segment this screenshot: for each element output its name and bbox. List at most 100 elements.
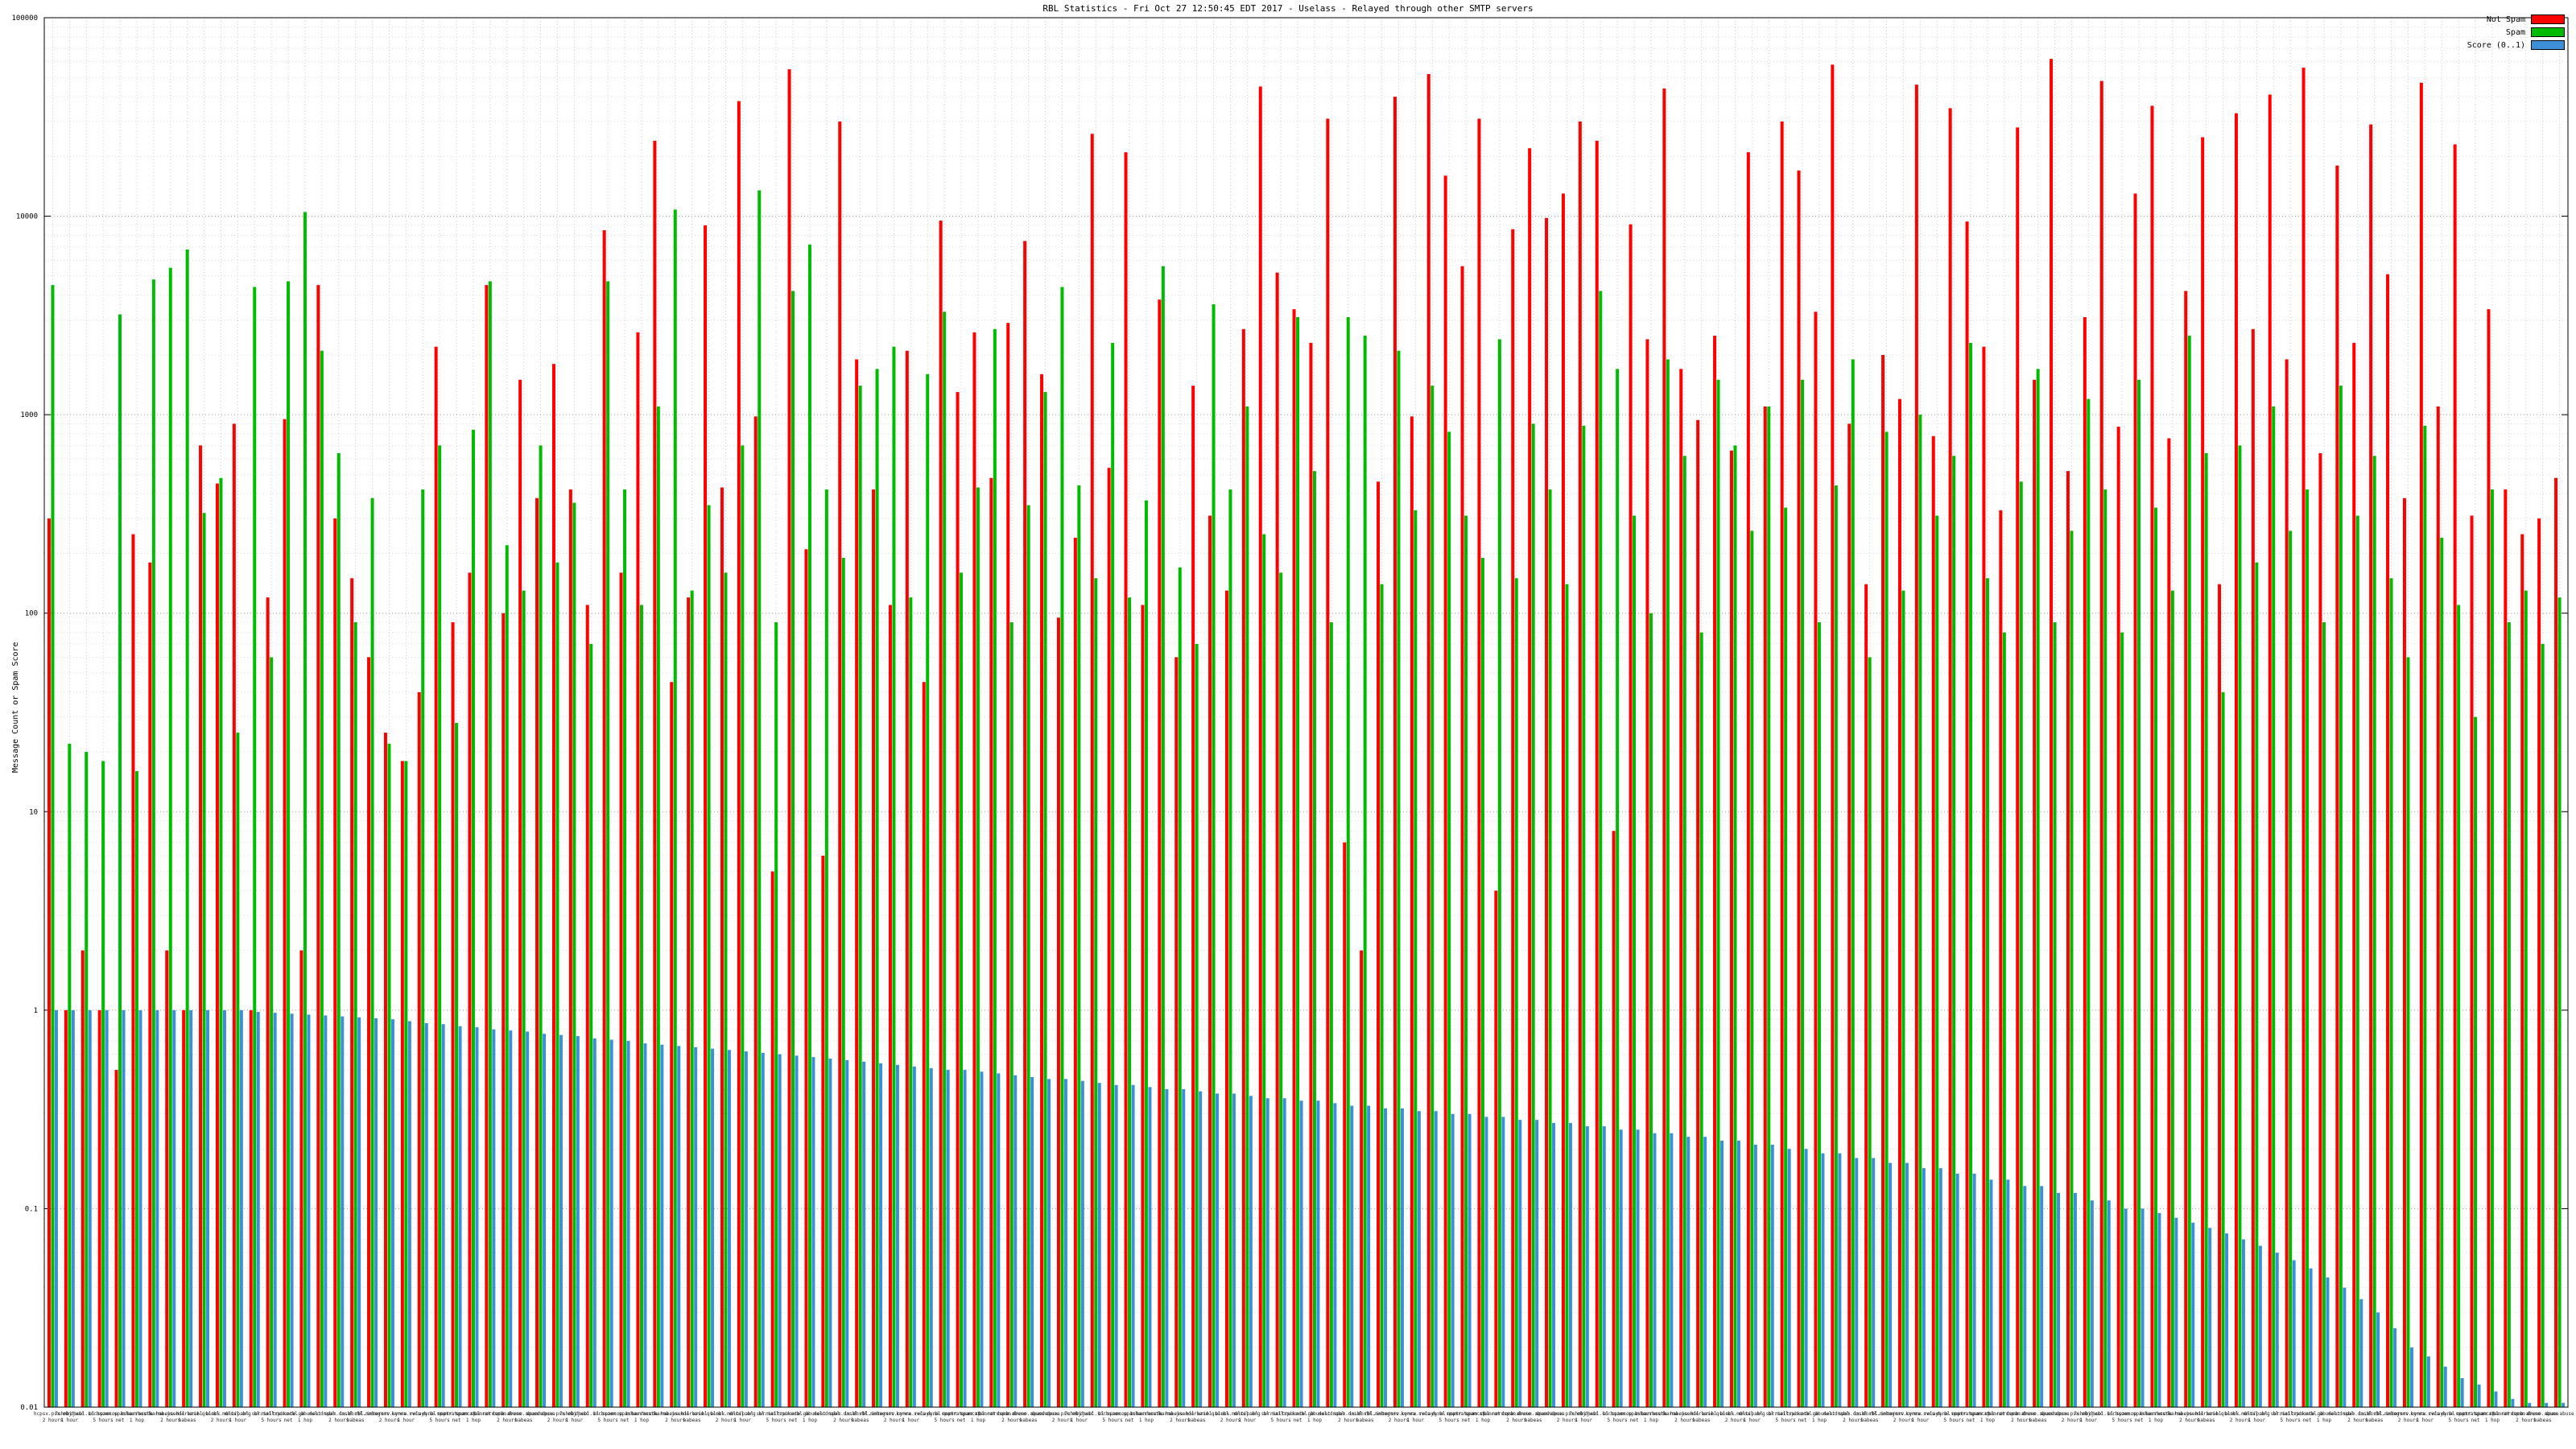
x-tick-sublabel: 2 hours — [1052, 1418, 1073, 1423]
x-tick-sublabel: 2 hours — [2062, 1418, 2083, 1423]
x-tick-sublabel: 2 hours — [1220, 1418, 1241, 1423]
bar-spam — [2036, 369, 2040, 1407]
x-tick-label: spam.spamrat — [960, 1411, 996, 1417]
x-tick-label: dnsbl.sorbs — [1080, 1411, 1112, 1417]
x-tick-sublabel: 5 hours — [2449, 1418, 2470, 1423]
bar-not-spam — [1410, 416, 1414, 1407]
bar-score-0-1 — [2309, 1268, 2313, 1407]
bar-not-spam — [1275, 272, 1279, 1407]
x-tick-label: noptr.spamrat — [943, 1411, 980, 1417]
x-tick-label: comb.abuse — [997, 1411, 1027, 1417]
bar-not-spam — [1056, 617, 1060, 1407]
bar-score-0-1 — [1249, 1096, 1253, 1407]
bar-spam — [2053, 621, 2057, 1407]
bar-spam — [2440, 537, 2444, 1407]
bar-spam — [2019, 481, 2023, 1407]
x-tick-label: zen.spamhaus — [1616, 1411, 1652, 1417]
x-tick-label: relays.bl — [2429, 1411, 2455, 1417]
x-tick-sublabel: 2 hours — [497, 1418, 518, 1423]
bar-score-0-1 — [1265, 1098, 1269, 1407]
x-tick-label: bl.mailspike — [1768, 1411, 1803, 1417]
bar-score-0-1 — [1770, 1144, 1774, 1407]
bar-score-0-1 — [2107, 1200, 2111, 1407]
bar-not-spam — [232, 423, 236, 1408]
bar-score-0-1 — [341, 1016, 345, 1407]
x-tick-label: korea.svcs — [391, 1411, 421, 1417]
bar-score-0-1 — [2140, 1208, 2145, 1407]
x-tick-label: habeas.hil — [1670, 1411, 1700, 1417]
x-tick-sublabel: habeas — [1188, 1418, 1206, 1423]
bar-spam — [572, 502, 576, 1408]
bar-score-0-1 — [1417, 1111, 1421, 1407]
legend-item-score: Score (0..1) — [2467, 40, 2565, 50]
bar-score-0-1 — [509, 1030, 513, 1407]
bar-score-0-1 — [1097, 1083, 1101, 1407]
x-tick-sublabel: 1 hour — [2248, 1418, 2266, 1423]
bar-not-spam — [64, 1009, 68, 1407]
bar-spam — [943, 312, 947, 1408]
x-tick-label: uribl.black — [2207, 1411, 2240, 1417]
bar-spam — [2103, 489, 2107, 1407]
legend-item-spam: Spam — [2467, 27, 2565, 37]
y-axis-label: Message Count or Spam Score — [11, 642, 20, 773]
bar-spam — [1077, 485, 1081, 1407]
bar-spam — [2306, 489, 2310, 1407]
x-tick-sublabel: net — [1630, 1418, 1639, 1423]
bar-not-spam — [535, 497, 539, 1407]
bar-not-spam — [1158, 299, 1162, 1407]
bar-spam — [471, 429, 475, 1407]
x-tick-label: spam.abuse — [526, 1411, 555, 1417]
bar-score-0-1 — [1636, 1129, 1640, 1407]
bar-spam — [993, 328, 997, 1407]
legend-swatch-not-spam — [2531, 14, 2565, 24]
bar-score-0-1 — [1972, 1174, 1976, 1407]
x-tick-sublabel: 5 hours — [1439, 1418, 1460, 1423]
x-tick-sublabel: 5 hours — [598, 1418, 619, 1423]
x-tick-sublabel: 1 hour — [1407, 1418, 1425, 1423]
bar-not-spam — [737, 101, 741, 1407]
bar-not-spam — [2116, 427, 2120, 1407]
bar-spam — [841, 557, 845, 1407]
bar-not-spam — [468, 572, 472, 1407]
x-tick-sublabel: habeas — [1693, 1418, 1711, 1423]
x-tick-sublabel: habeas — [1525, 1418, 1542, 1423]
bar-not-spam — [602, 229, 606, 1407]
x-tick-sublabel: 2 hours — [2516, 1418, 2537, 1423]
bar-spam — [2238, 445, 2242, 1407]
bar-not-spam — [2133, 193, 2137, 1407]
bar-score-0-1 — [1905, 1162, 1909, 1407]
x-tick-label: drone.abuse — [1517, 1411, 1550, 1417]
x-tick-label: zen.spamhaus — [102, 1411, 138, 1417]
bar-score-0-1 — [1855, 1158, 1859, 1407]
bar-score-0-1 — [324, 1015, 328, 1407]
bar-not-spam — [1443, 175, 1447, 1408]
x-tick-label: spam.spamrat — [2475, 1411, 2510, 1417]
bar-spam — [505, 545, 509, 1407]
bar-spam — [1733, 445, 1737, 1407]
x-tick-label: dul.dnsbl — [814, 1411, 840, 1417]
bar-spam — [1682, 456, 1686, 1407]
bar-not-spam — [720, 487, 724, 1407]
x-tick-label: relays.bl — [1924, 1411, 1951, 1417]
x-tick-label: korea.svcs — [896, 1411, 926, 1417]
x-tick-label: habeas.hil — [1166, 1411, 1195, 1417]
bar-spam — [68, 743, 72, 1407]
bar-not-spam — [653, 140, 657, 1407]
x-tick-label: dnswl.org — [225, 1411, 251, 1417]
x-tick-sublabel: habeas — [683, 1418, 701, 1423]
x-tick-label: uribl.black — [1198, 1411, 1230, 1417]
bar-spam — [1212, 303, 1216, 1407]
bar-spam — [2221, 691, 2225, 1407]
x-tick-label: noptr.spamrat — [1952, 1411, 1990, 1417]
bar-spam — [1649, 613, 1653, 1407]
bar-spam — [1616, 369, 1620, 1407]
x-tick-label: ix.dnsbl.mn — [1854, 1411, 1886, 1417]
x-tick-sublabel: 2 hours — [833, 1418, 854, 1423]
bar-score-0-1 — [2409, 1347, 2413, 1407]
bar-score-0-1 — [1889, 1162, 1893, 1407]
bar-score-0-1 — [2191, 1222, 2195, 1407]
bar-score-0-1 — [1030, 1077, 1034, 1407]
bar-score-0-1 — [1114, 1084, 1118, 1407]
x-tick-sublabel: net — [1967, 1418, 1975, 1423]
x-tick-label: korea.svcs — [1401, 1411, 1430, 1417]
